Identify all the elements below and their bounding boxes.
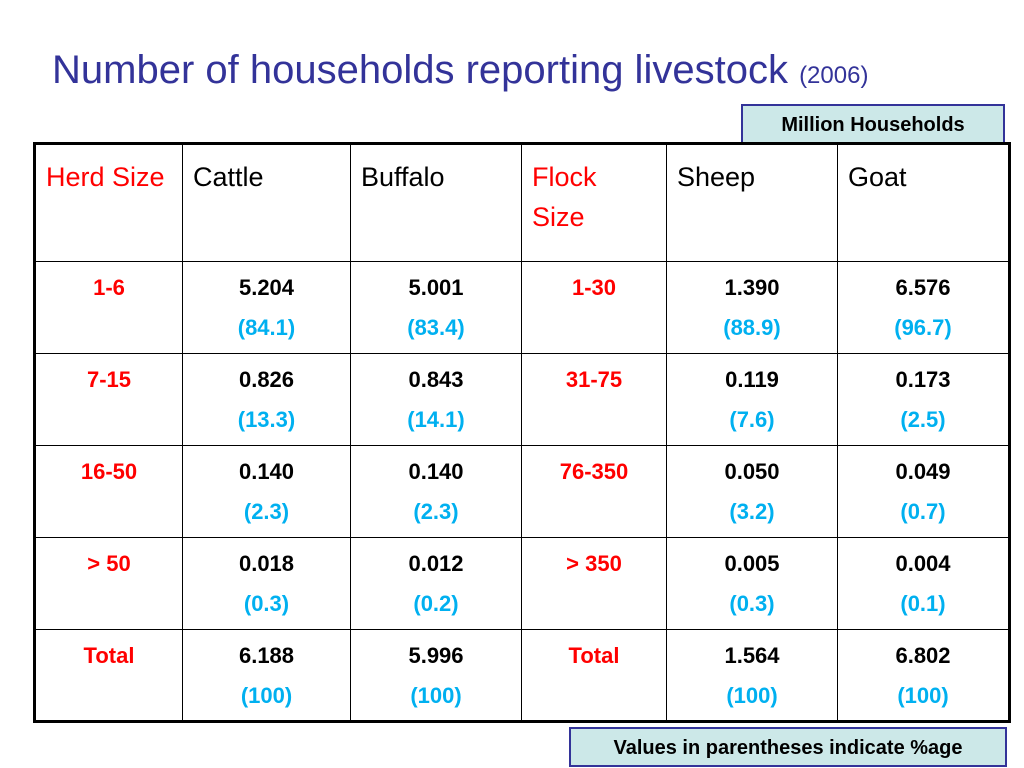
sheep-cell: 0.050 (3.2) xyxy=(666,445,838,538)
cell-value: 0.050 xyxy=(724,459,780,484)
herd-size-cell: > 50 xyxy=(34,537,183,630)
livestock-table: Herd Size Cattle Buffalo Flock Size Shee… xyxy=(33,142,1011,723)
cell-percentage: (100) xyxy=(726,683,778,708)
cell-value: 0.173 xyxy=(895,367,951,392)
header-sheep: Sheep xyxy=(666,143,838,262)
cell-percentage: (100) xyxy=(240,683,293,708)
header-goat: Goat xyxy=(837,143,1010,262)
buffalo-cell: 0.140 (2.3) xyxy=(350,445,522,538)
table-header-row: Herd Size Cattle Buffalo Flock Size Shee… xyxy=(34,143,1010,262)
cell-percentage: (100) xyxy=(410,683,462,708)
table-row-total: Total 6.188 (100) 5.996 (100) Total 1.564 (… xyxy=(34,629,1010,722)
cell-percentage: (0.2) xyxy=(413,591,459,616)
herd-size-cell: 16-50 xyxy=(34,445,183,538)
sheep-cell: 0.119 (7.6) xyxy=(666,353,838,446)
cell-percentage: (100) xyxy=(897,683,949,708)
cell-percentage: (0.7) xyxy=(900,499,946,524)
cell-percentage: (2.3) xyxy=(413,499,459,524)
goat-cell: 6.802 (100) xyxy=(837,629,1010,722)
percentage-note-box: Values in parentheses indicate %age xyxy=(569,727,1007,767)
cell-value: 6.576 xyxy=(895,275,951,300)
flock-size-cell: 31-75 xyxy=(521,353,667,446)
sheep-cell: 1.564 (100) xyxy=(666,629,838,722)
cell-percentage: (2.5) xyxy=(900,407,946,432)
table-row: 7-15 0.826 (13.3) 0.843 (14.1) 31-75 0.119… xyxy=(34,353,1010,446)
header-flock-size: Flock Size xyxy=(521,143,667,262)
cell-value: 5.204 xyxy=(238,275,295,300)
cell-value: 6.188 xyxy=(238,643,295,668)
table-row: > 50 0.018 (0.3) 0.012 (0.2) > 350 0.005 (0… xyxy=(34,537,1010,630)
flock-size-cell: > 350 xyxy=(521,537,667,630)
cell-percentage: (0.3) xyxy=(729,591,775,616)
buffalo-cell: 5.996 (100) xyxy=(350,629,522,722)
flock-size-cell: Total xyxy=(521,629,667,722)
cell-value: 0.012 xyxy=(408,551,464,576)
cell-percentage: (14.1) xyxy=(407,407,465,432)
cell-value: 0.119 xyxy=(725,367,779,392)
cell-value: 0.140 xyxy=(408,459,464,484)
cell-value: 0.140 xyxy=(238,459,295,484)
cell-value: 0.004 xyxy=(895,551,951,576)
cell-value: 6.802 xyxy=(895,643,951,668)
cell-value: 1.564 xyxy=(724,643,780,668)
cell-value: 5.001 xyxy=(408,275,464,300)
cell-value: 0.049 xyxy=(895,459,951,484)
table-row: 1-6 5.204 (84.1) 5.001 (83.4) 1-30 1.390 (8… xyxy=(34,261,1010,354)
table-row: 16-50 0.140 (2.3) 0.140 (2.3) 76-350 0.050… xyxy=(34,445,1010,538)
flock-size-cell: 76-350 xyxy=(521,445,667,538)
sheep-cell: 0.005 (0.3) xyxy=(666,537,838,630)
cattle-cell: 0.018 (0.3) xyxy=(182,537,351,630)
goat-cell: 0.173 (2.5) xyxy=(837,353,1010,446)
unit-label-box: Million Households xyxy=(741,104,1005,144)
cell-percentage: (0.1) xyxy=(900,591,946,616)
herd-size-cell: 1-6 xyxy=(34,261,183,354)
cell-percentage: (2.3) xyxy=(243,499,290,524)
cattle-cell: 5.204 (84.1) xyxy=(182,261,351,354)
cell-percentage: (3.2) xyxy=(729,499,775,524)
cell-percentage: (0.3) xyxy=(243,591,290,616)
cattle-cell: 0.140 (2.3) xyxy=(182,445,351,538)
cell-percentage: (96.7) xyxy=(894,315,952,340)
goat-cell: 0.049 (0.7) xyxy=(837,445,1010,538)
sheep-cell: 1.390 (88.9) xyxy=(666,261,838,354)
title-main: Number of households reporting livestock xyxy=(52,48,788,92)
cell-percentage: (7.6) xyxy=(729,407,775,432)
cell-percentage: (13.3) xyxy=(237,407,296,432)
herd-size-cell: 7-15 xyxy=(34,353,183,446)
cell-value: 0.843 xyxy=(408,367,464,392)
flock-size-cell: 1-30 xyxy=(521,261,667,354)
herd-size-cell: Total xyxy=(34,629,183,722)
cell-value: 0.018 xyxy=(238,551,295,576)
header-cattle: Cattle xyxy=(182,143,351,262)
cell-percentage: (84.1) xyxy=(237,315,296,340)
buffalo-cell: 0.012 (0.2) xyxy=(350,537,522,630)
title-year: (2006) xyxy=(799,62,869,89)
cell-percentage: (88.9) xyxy=(723,315,781,340)
buffalo-cell: 0.843 (14.1) xyxy=(350,353,522,446)
page-title: Number of households reporting livestock… xyxy=(52,42,1012,104)
cattle-cell: 6.188 (100) xyxy=(182,629,351,722)
goat-cell: 0.004 (0.1) xyxy=(837,537,1010,630)
header-herd-size: Herd Size xyxy=(34,143,183,262)
cell-value: 0.826 xyxy=(238,367,295,392)
cell-value: 0.005 xyxy=(724,551,780,576)
cell-value: 1.390 xyxy=(724,275,780,300)
header-buffalo: Buffalo xyxy=(350,143,522,262)
cell-percentage: (83.4) xyxy=(407,315,465,340)
goat-cell: 6.576 (96.7) xyxy=(837,261,1010,354)
cattle-cell: 0.826 (13.3) xyxy=(182,353,351,446)
buffalo-cell: 5.001 (83.4) xyxy=(350,261,522,354)
cell-value: 5.996 xyxy=(408,643,464,668)
